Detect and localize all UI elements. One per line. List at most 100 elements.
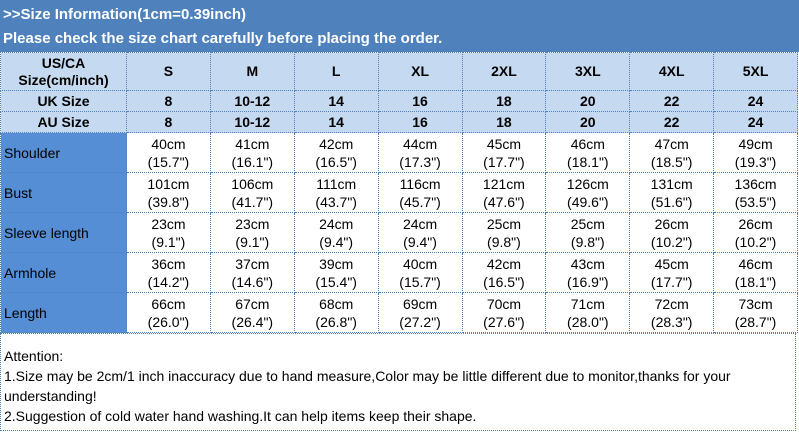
uk-size-value: 18: [461, 90, 547, 112]
cm-value: 131cm: [650, 175, 693, 192]
inch-value: (41.7"): [231, 193, 274, 210]
inch-value: (9.1"): [151, 233, 186, 250]
inch-value: (15.4"): [315, 273, 357, 290]
measurement-cell: 25cm (9.8"): [545, 212, 631, 253]
cm-value: 26cm: [738, 215, 773, 232]
cm-value: 37cm: [235, 255, 270, 272]
uk-size-value: 22: [629, 90, 715, 112]
measurement-cell: 44cm (17.3"): [377, 132, 463, 173]
measurement-label: Shoulder: [0, 132, 127, 173]
inch-value: (26.4"): [231, 313, 274, 330]
size-header: 4XL: [629, 52, 715, 91]
cm-value: 68cm: [319, 295, 354, 312]
cm-value: 44cm: [402, 135, 438, 152]
size-header: 3XL: [545, 52, 631, 91]
inch-value: (9.4"): [319, 233, 354, 250]
inch-value: (45.7"): [399, 193, 441, 210]
measurement-cell: 23cm (9.1"): [126, 212, 211, 253]
inch-value: (10.2"): [650, 233, 693, 250]
measurement-label: Armhole: [0, 252, 127, 293]
cm-value: 116cm: [399, 175, 441, 192]
cm-value: 42cm: [486, 255, 522, 272]
inch-value: (28.3"): [650, 313, 693, 330]
measurement-cell: 24cm (9.4"): [293, 212, 379, 253]
cm-value: 46cm: [738, 255, 773, 272]
cm-value: 136cm: [734, 175, 777, 192]
uk-size-value: 20: [545, 90, 631, 112]
measurement-cell: 23cm (9.1"): [209, 212, 295, 253]
measurement-cell: 26cm (10.2"): [713, 212, 798, 253]
inch-value: (9.8"): [487, 233, 521, 250]
cm-value: 73cm: [738, 295, 773, 312]
measurement-cell: 43cm (16.9"): [545, 252, 631, 293]
inch-value: (28.0"): [567, 313, 609, 330]
measurement-row: Sleeve length 23cm (9.1") 23cm (9.1") 24cm (9.…: [0, 212, 798, 253]
measurement-cell: 69cm (27.2"): [377, 292, 463, 333]
measurement-cell: 47cm (18.5"): [629, 132, 715, 173]
uk-size-row: UK Size 8 10-12 14 16 18 20 22 24: [0, 90, 798, 112]
header-title: >>Size Information(1cm=0.39inch): [3, 6, 246, 23]
measurement-cell: 37cm (14.6"): [209, 252, 295, 293]
au-size-value: 10-12: [209, 111, 295, 133]
measurement-cell: 24cm (9.4"): [377, 212, 463, 253]
inch-value: (49.6"): [567, 193, 609, 210]
cm-value: 42cm: [319, 135, 354, 152]
inch-value: (17.3"): [399, 153, 441, 170]
uk-size-value: 8: [126, 90, 211, 112]
attention-notes: Attention: 1.Size may be 2cm/1 inch inac…: [0, 333, 796, 431]
cm-value: 40cm: [402, 255, 438, 272]
inch-value: (18.1"): [567, 153, 609, 170]
inch-value: (14.6"): [231, 273, 274, 290]
cm-value: 23cm: [235, 215, 270, 232]
attention-title: Attention:: [4, 348, 64, 364]
measurement-row: Length 66cm (26.0") 67cm (26.4") 68cm (26.8") 6…: [0, 292, 798, 333]
cm-value: 47cm: [654, 135, 689, 152]
measurement-cell: 136cm (53.5"): [713, 172, 798, 213]
cm-value: 36cm: [151, 255, 186, 272]
inch-value: (18.5"): [650, 153, 693, 170]
measurement-cell: 40cm (15.7"): [377, 252, 463, 293]
au-size-value: 22: [629, 111, 715, 133]
cm-value: 41cm: [235, 135, 270, 152]
measurement-cell: 41cm (16.1"): [209, 132, 295, 173]
uk-size-value: 24: [713, 90, 798, 112]
measurement-cell: 40cm (15.7"): [126, 132, 211, 173]
cm-value: 39cm: [319, 255, 354, 272]
inch-value: (15.7"): [147, 153, 190, 170]
cm-value: 106cm: [231, 175, 274, 192]
cm-value: 67cm: [235, 295, 270, 312]
size-header-row: US/CA Size(cm/inch) S M L XL 2XL 3XL 4XL 5XL: [0, 52, 798, 91]
inch-value: (16.9"): [567, 273, 609, 290]
measurement-row: Shoulder 40cm (15.7") 41cm (16.1") 42cm (16.5"…: [0, 132, 798, 173]
measurement-cell: 73cm (28.7"): [713, 292, 798, 333]
corner-header: US/CA Size(cm/inch): [0, 52, 127, 91]
inch-value: (19.3"): [734, 153, 777, 170]
attention-note-2: 2.Suggestion of cold water hand washing.…: [4, 408, 477, 424]
size-header: 5XL: [713, 52, 798, 91]
measurement-row: Armhole 36cm (14.2") 37cm (14.6") 39cm (15.4")…: [0, 252, 798, 293]
measurement-cell: 131cm (51.6"): [629, 172, 715, 213]
cm-value: 43cm: [570, 255, 605, 272]
au-size-row: AU Size 8 10-12 14 16 18 20 22 24: [0, 111, 798, 133]
header-subtitle: Please check the size chart carefully be…: [3, 30, 443, 47]
size-header: S: [126, 52, 211, 91]
cm-value: 24cm: [319, 215, 354, 232]
au-size-value: 20: [545, 111, 631, 133]
au-size-value: 24: [713, 111, 798, 133]
measurement-cell: 121cm (47.6"): [461, 172, 547, 213]
measurement-cell: 45cm (17.7"): [461, 132, 547, 173]
measurement-cell: 39cm (15.4"): [293, 252, 379, 293]
measurement-cell: 25cm (9.8"): [461, 212, 547, 253]
inch-value: (16.5"): [315, 153, 357, 170]
inch-value: (47.6"): [483, 193, 525, 210]
measurement-cell: 49cm (19.3"): [713, 132, 798, 173]
uk-size-label: UK Size: [0, 90, 127, 112]
inch-value: (17.7"): [650, 273, 693, 290]
measurement-cell: 72cm (28.3"): [629, 292, 715, 333]
cm-value: 23cm: [151, 215, 186, 232]
inch-value: (28.7"): [734, 313, 777, 330]
cm-value: 121cm: [482, 175, 525, 192]
measurement-cell: 101cm (39.8"): [126, 172, 211, 213]
cm-value: 49cm: [738, 135, 773, 152]
cm-value: 45cm: [486, 135, 522, 152]
